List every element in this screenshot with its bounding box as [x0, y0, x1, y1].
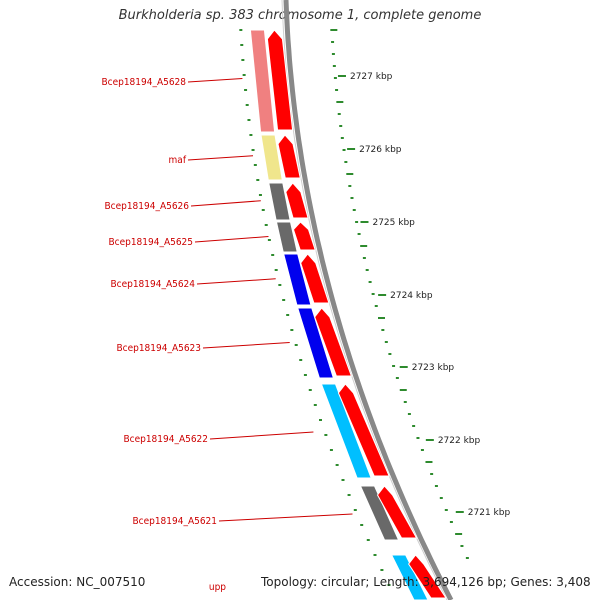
gene-label-bcep18194_a5628: Bcep18194_A5628	[101, 77, 186, 88]
label-leader	[187, 78, 243, 83]
gene-block	[320, 383, 372, 479]
gene-block	[390, 554, 429, 600]
gene-label-bcep18194_a5621: Bcep18194_A5621	[132, 516, 217, 527]
gene-label-bcep18194_a5626: Bcep18194_A5626	[104, 201, 189, 212]
gene-block	[283, 253, 312, 306]
cds-arrow	[266, 29, 294, 131]
gene-label-maf: maf	[169, 155, 187, 166]
kbp-label: 2723 kbp	[412, 363, 455, 373]
gene-block	[359, 485, 400, 541]
map-title: Burkholderia sp. 383 chromosome 1, compl…	[118, 8, 482, 23]
kbp-label: 2725 kbp	[372, 218, 415, 228]
gene-layer	[249, 29, 447, 600]
cds-arrow	[300, 253, 330, 304]
cds-arrow	[314, 307, 353, 377]
label-leader	[194, 236, 269, 243]
kbp-label: 2722 kbp	[438, 436, 481, 446]
gene-block	[268, 182, 291, 221]
cds-arrow	[277, 134, 301, 179]
cds-arrow	[376, 485, 418, 539]
label-leader	[209, 431, 314, 440]
label-leader	[202, 342, 290, 349]
gene-label-bcep18194_a5622: Bcep18194_A5622	[123, 434, 208, 445]
gene-block	[297, 307, 335, 379]
label-leader	[190, 200, 261, 207]
cds-arrow	[337, 383, 390, 477]
gene-block	[275, 221, 298, 253]
cds-arrow	[285, 182, 309, 219]
gene-block	[249, 29, 276, 133]
kbp-label: 2721 kbp	[468, 508, 511, 518]
gene-label-bcep18194_a5624: Bcep18194_A5624	[110, 279, 195, 290]
cds-arrow	[292, 221, 316, 251]
kbp-label: 2726 kbp	[359, 145, 402, 155]
backbone-line	[283, 0, 454, 600]
label-leader	[196, 278, 276, 285]
accession-text: Accession: NC_007510	[9, 575, 146, 589]
gene-block	[260, 134, 283, 181]
cds-arrow	[408, 554, 447, 599]
kbp-label: 2727 kbp	[350, 72, 393, 82]
label-leader	[187, 155, 254, 161]
gene-label-bcep18194_a5625: Bcep18194_A5625	[108, 237, 193, 248]
label-leader	[218, 513, 353, 522]
gene-label-bcep18194_a5623: Bcep18194_A5623	[116, 343, 201, 354]
tick-layer: 2727 kbp 2726 kbp 2725 kbp 2724 kbp 2723 kbp…	[239, 29, 511, 586]
gene-label-upp: upp	[209, 582, 226, 593]
topology-text: Topology: circular; Length: 3,694,126 bp…	[261, 575, 591, 589]
kbp-label: 2724 kbp	[390, 291, 433, 301]
